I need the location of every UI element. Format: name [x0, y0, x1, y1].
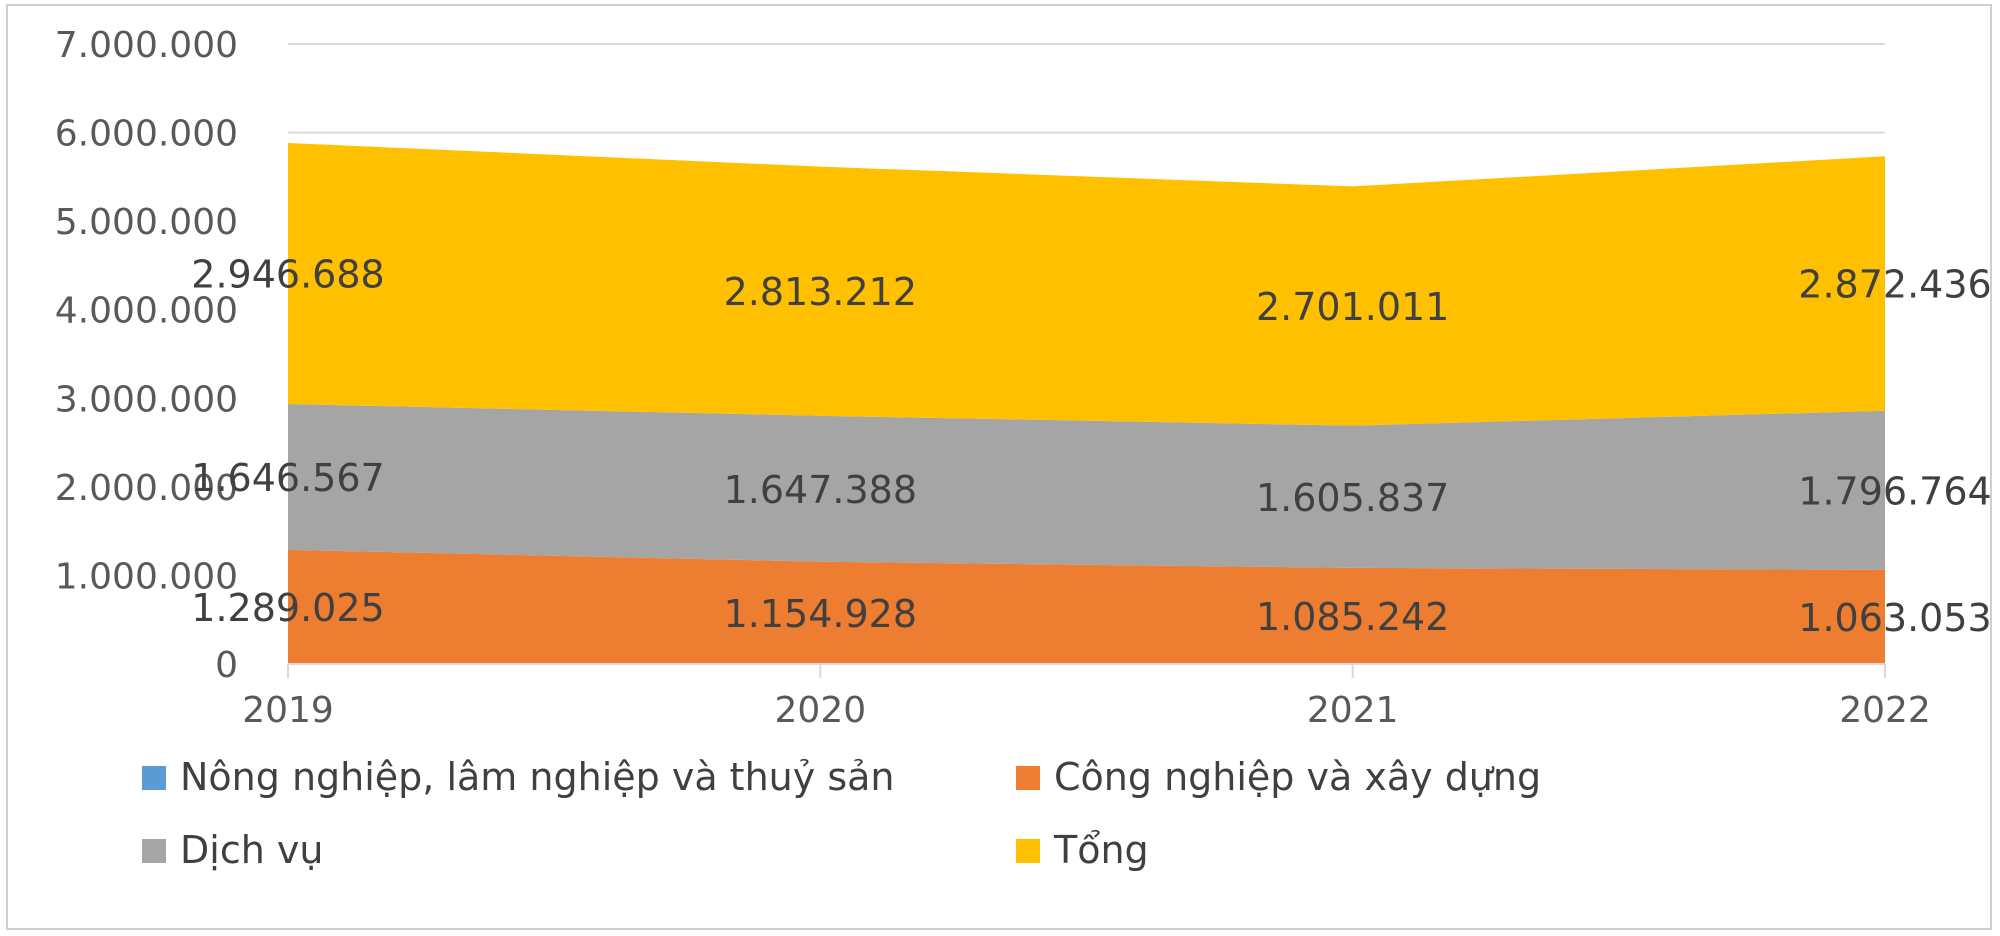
legend-label-0: Nông nghiệp, lâm nghiệp và thuỷ sản [180, 755, 895, 799]
legend-swatch-1 [1016, 766, 1040, 790]
data-label-s1-0: 1.289.025 [191, 586, 384, 630]
data-label-s1-2: 1.085.242 [1256, 595, 1449, 639]
data-label-s3-0: 2.946.688 [191, 252, 384, 296]
legend-label-2: Dịch vụ [180, 828, 323, 872]
x-tick-label-2: 2021 [1307, 690, 1399, 731]
data-label-s2-2: 1.605.837 [1256, 476, 1449, 520]
legend-swatch-2 [142, 839, 166, 863]
data-label-s2-0: 1.646.567 [191, 456, 384, 500]
y-tick-label-0: 0 [215, 645, 238, 686]
data-label-s2-3: 1.796.764 [1798, 469, 1991, 513]
y-tick-label-4: 4.000.000 [55, 291, 238, 332]
data-label-s1-1: 1.154.928 [724, 592, 917, 636]
legend-swatch-0 [142, 766, 166, 790]
data-label-s3-2: 2.701.011 [1256, 285, 1449, 329]
y-tick-label-6: 6.000.000 [55, 114, 238, 155]
y-tick-label-7: 7.000.000 [55, 25, 238, 66]
y-tick-label-5: 5.000.000 [55, 202, 238, 243]
data-label-s3-1: 2.813.212 [724, 270, 917, 314]
data-labels: 1.289.025 1.154.928 1.085.242 1.063.053 1.64… [191, 252, 1991, 639]
legend-label-1: Công nghiệp và xây dựng [1054, 755, 1541, 799]
data-label-s1-3: 1.063.053 [1798, 596, 1991, 640]
axes: 0 1.000.000 2.000.000 3.000.000 4.000.000 5.0… [55, 25, 1931, 731]
area-series [288, 142, 1885, 664]
legend: Nông nghiệp, lâm nghiệp và thuỷ sản Công … [142, 755, 1541, 872]
y-tick-label-2: 2.000.000 [55, 468, 238, 509]
data-label-s3-3: 2.872.436 [1798, 262, 1991, 306]
area-series-2 [288, 403, 1885, 570]
y-tick-label-1: 1.000.000 [55, 556, 238, 597]
area-series-3 [288, 142, 1885, 426]
x-tick-label-1: 2020 [775, 690, 867, 731]
x-tick-label-0: 2019 [242, 690, 334, 731]
data-label-s2-1: 1.647.388 [724, 468, 917, 512]
legend-swatch-3 [1016, 839, 1040, 863]
x-tick-label-3: 2022 [1839, 690, 1931, 731]
y-tick-label-3: 3.000.000 [55, 379, 238, 420]
area-series-1 [288, 549, 1885, 664]
legend-label-3: Tổng [1053, 828, 1149, 872]
